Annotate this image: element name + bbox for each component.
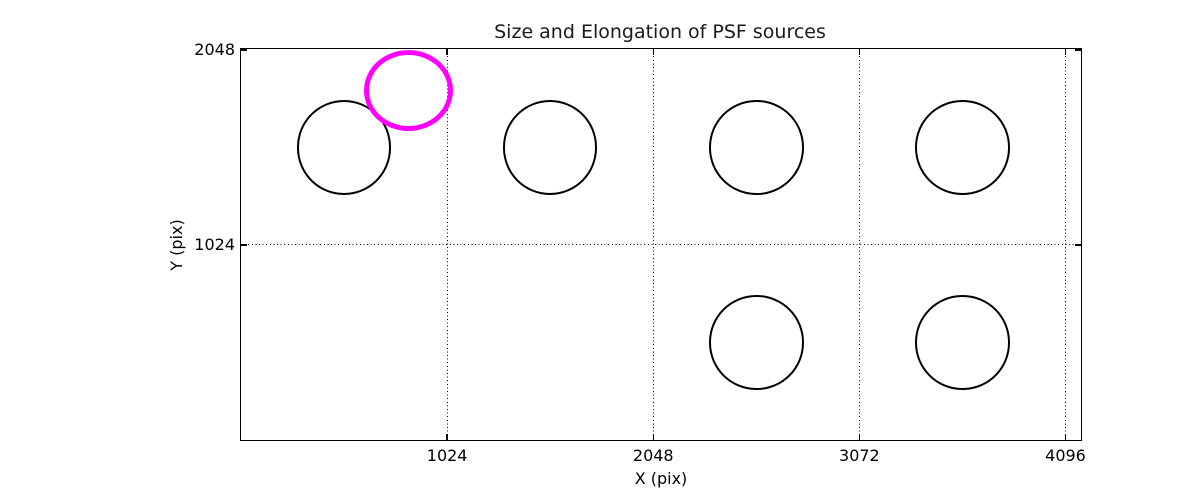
y-tick-mark [1075,49,1081,51]
y-tick-mark [241,244,247,246]
y-tick-label: 2048 [194,39,235,59]
flagged-source-marker [363,49,453,132]
x-tick-mark [652,434,654,440]
psf-sources-marker [709,100,804,195]
y-tick-label: 1024 [194,234,235,254]
psf-sources-marker [709,295,804,390]
y-tick-mark [1075,244,1081,246]
x-tick-mark [1064,434,1067,440]
x-tick-label: 3072 [839,446,880,465]
chart-title: Size and Elongation of PSF sources [494,21,826,43]
x-tick-mark [858,49,861,55]
x-axis-label: X (pix) [634,469,688,488]
x-tick-mark [858,434,861,440]
y-gridline [241,244,1081,246]
y-tick-mark [241,49,247,51]
plot-area: 1024 2048 3072 4096 1024 2048 [194,40,1086,465]
psf-sources-marker [915,100,1010,195]
psf-sources-marker [296,100,392,195]
y-axis-label: Y (pix) [167,219,186,271]
x-tick-mark [446,434,448,440]
x-tick-mark [1064,49,1067,55]
x-tick-label: 4096 [1045,446,1086,465]
psf-sources-marker [915,295,1010,390]
x-tick-mark [446,49,448,55]
x-tick-mark [652,49,654,55]
x-tick-label: 1024 [426,446,468,465]
x-tick-label: 2048 [632,446,674,465]
psf-sources-marker [502,100,598,195]
